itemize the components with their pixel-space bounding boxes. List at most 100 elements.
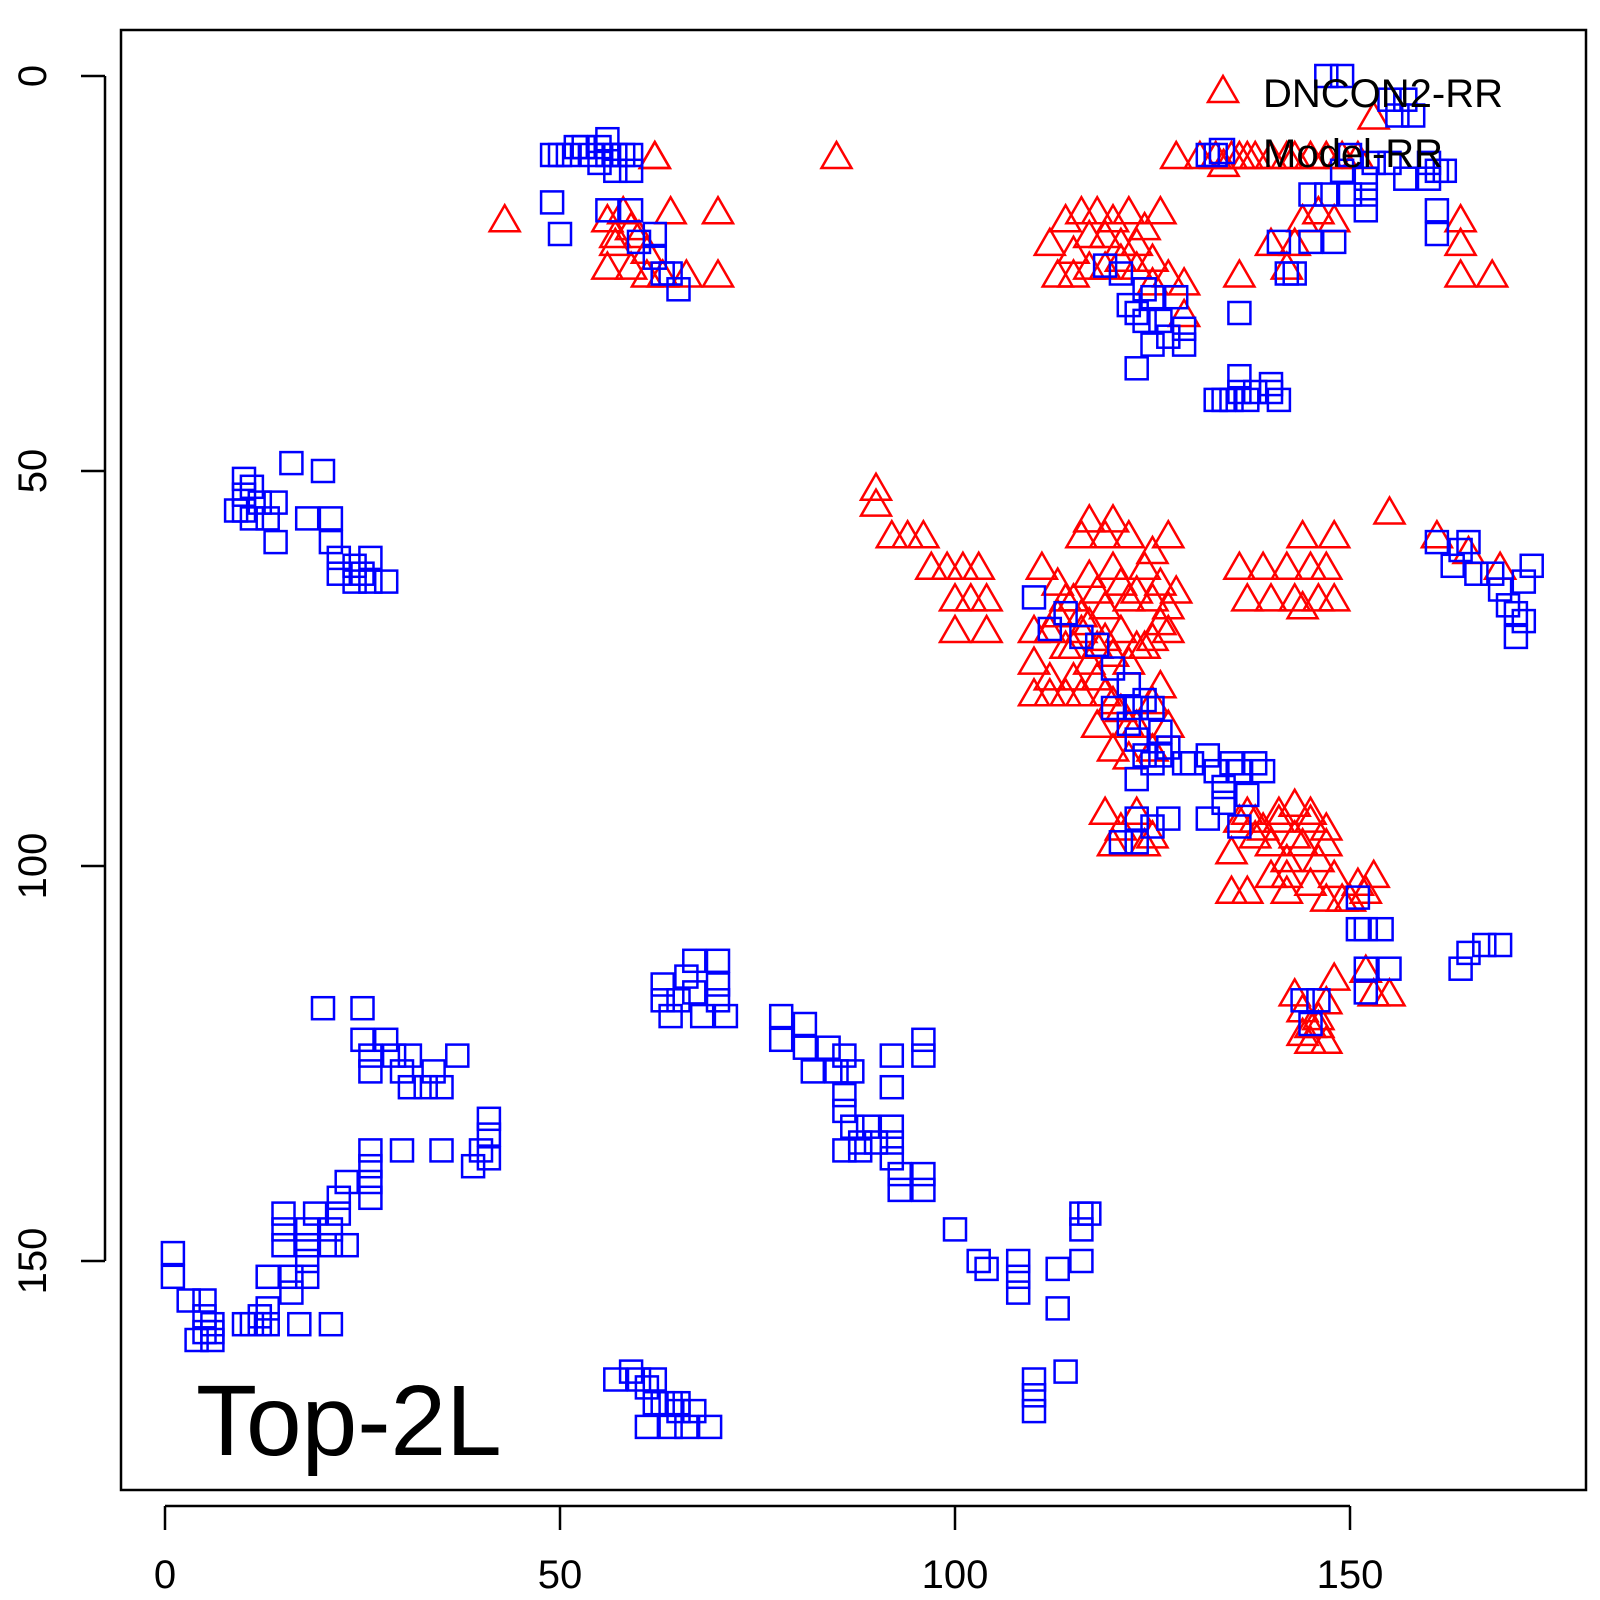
dncon2-rr-point	[1253, 226, 1289, 257]
dncon2-rr-point	[1087, 676, 1123, 707]
model-rr-point	[618, 158, 644, 184]
dncon2-rr-point	[1087, 218, 1123, 249]
model-rr-point	[1345, 885, 1371, 910]
model-rr-point	[271, 1217, 296, 1242]
model-rr-point	[1140, 284, 1165, 310]
dncon2-rr-point	[961, 550, 996, 581]
model-rr-point	[1329, 158, 1355, 184]
dncon2-rr-point	[1214, 834, 1249, 865]
dncon2-rr-point	[1103, 242, 1139, 272]
dncon2-rr-point	[621, 218, 657, 249]
dncon2-rr-point	[1285, 202, 1320, 233]
model-rr-point	[350, 995, 375, 1021]
dncon2-rr-point	[1317, 518, 1352, 549]
model-rr-point	[445, 1043, 470, 1068]
dncon2-rr-point	[1301, 194, 1336, 225]
model-rr-point	[318, 1217, 344, 1242]
dncon2-rr-point	[1087, 795, 1123, 825]
model-rr-point	[231, 1311, 257, 1337]
y-tick-label: 50	[11, 449, 55, 494]
model-rr-point	[666, 988, 691, 1013]
dncon2-rr-point	[1285, 1016, 1320, 1047]
dncon2-rr-point	[1317, 202, 1352, 233]
model-rr-point	[618, 1359, 644, 1384]
dncon2-rr-point	[613, 250, 649, 280]
model-rr-point	[618, 142, 644, 168]
dncon2-rr-point	[1048, 202, 1083, 233]
dncon2-rr-point	[1103, 810, 1139, 841]
model-rr-point	[1495, 593, 1521, 618]
dncon2-rr-point	[1080, 660, 1115, 691]
model-rr-point	[682, 980, 707, 1005]
dncon2-rr-point	[1340, 866, 1376, 897]
dncon2-rr-point	[700, 257, 736, 288]
dncon2-rr-point	[1111, 645, 1146, 675]
model-rr-point	[1377, 150, 1402, 176]
model-rr-point	[1069, 1201, 1094, 1226]
model-rr-point	[358, 1059, 383, 1084]
model-rr-point	[1487, 932, 1513, 958]
dncon2-rr-point	[1245, 810, 1281, 841]
model-rr-point	[887, 1161, 912, 1187]
dncon2-rr-point	[1064, 518, 1099, 549]
model-rr-point	[595, 126, 620, 152]
model-rr-point	[539, 142, 565, 168]
model-rr-point	[200, 1319, 225, 1345]
model-rr-point	[1108, 830, 1134, 855]
dncon2-rr-point	[1261, 795, 1297, 825]
model-rr-point	[1140, 814, 1165, 839]
model-rr-point	[413, 1074, 438, 1100]
model-rr-point	[666, 1390, 691, 1416]
model-rr-point	[294, 1248, 320, 1274]
model-rr-point	[271, 1201, 296, 1226]
model-rr-point	[792, 1011, 818, 1037]
model-rr-point	[911, 1043, 936, 1068]
model-rr-point	[1021, 585, 1047, 610]
model-rr-point	[1416, 166, 1442, 191]
y-axis: 0 50 100 150	[11, 65, 107, 1294]
dncon2-rr-point	[1032, 613, 1067, 644]
dncon2-rr-point	[914, 550, 949, 581]
dncon2-rr-point	[1064, 613, 1099, 644]
model-rr-point	[705, 988, 731, 1013]
model-rr-point	[247, 1311, 273, 1337]
dncon2-rr-point	[1127, 550, 1162, 581]
model-rr-point	[476, 1146, 502, 1171]
dncon2-rr-point	[1080, 573, 1115, 604]
model-rr-point	[1227, 379, 1252, 405]
legend-triangle-marker	[1205, 73, 1241, 104]
model-rr-point	[326, 1201, 352, 1226]
model-rr-point	[1321, 229, 1347, 255]
dncon2-rr-point	[1309, 826, 1344, 857]
model-rr-point	[1337, 142, 1363, 168]
model-rr-point	[160, 1264, 186, 1290]
dncon2-rr-point	[637, 139, 672, 170]
dncon2-rr-point	[1301, 1000, 1336, 1031]
dncon2-rr-point	[1040, 597, 1075, 628]
dncon2-rr-point	[700, 194, 736, 225]
model-rr-point	[1487, 577, 1513, 602]
model-rr-point	[263, 490, 288, 515]
model-rr-point	[539, 190, 565, 215]
dncon2-rr-point	[1293, 803, 1328, 833]
model-rr-point	[634, 1375, 660, 1400]
model-rr-point	[1124, 300, 1149, 326]
model-rr-point	[1479, 561, 1505, 586]
model-rr-point	[1132, 277, 1157, 302]
model-rr-point	[342, 553, 367, 579]
model-rr-point	[642, 1390, 668, 1416]
dncon2-rr-point	[1285, 826, 1320, 857]
legend-label-model-rr: Model-RR	[1263, 132, 1443, 176]
dncon2-rr-point	[969, 613, 1004, 644]
dncon2-rr-point	[1443, 226, 1478, 257]
model-rr-point	[310, 995, 336, 1021]
model-rr-point	[697, 1414, 723, 1440]
model-rr-point	[287, 1311, 312, 1337]
model-rr-point	[255, 506, 280, 531]
model-rr-point	[342, 569, 367, 594]
model-rr-point	[832, 1138, 857, 1163]
model-rr-point	[1116, 292, 1142, 318]
model-rr-point	[231, 466, 257, 492]
model-rr-point	[1077, 1201, 1102, 1226]
model-rr-point	[595, 142, 620, 168]
